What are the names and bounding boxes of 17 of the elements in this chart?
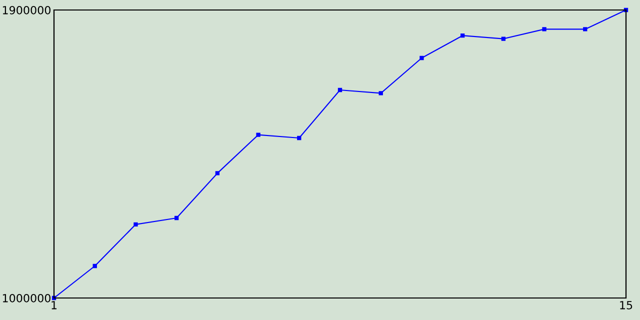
point — [338, 88, 342, 92]
point — [460, 34, 465, 38]
point — [378, 91, 383, 96]
x-tick-label: 1 — [52, 301, 57, 310]
point — [134, 222, 138, 226]
point — [297, 136, 302, 140]
x-tick-label: 15 — [620, 301, 632, 310]
y-tick-label: 1900000 — [2, 6, 50, 14]
point — [256, 132, 260, 137]
point — [542, 27, 546, 32]
point — [92, 264, 97, 268]
point — [174, 216, 179, 220]
y-tick-label: 1000000 — [2, 294, 50, 302]
point — [583, 27, 588, 32]
point — [501, 36, 506, 41]
point — [420, 56, 424, 60]
point — [215, 171, 220, 176]
